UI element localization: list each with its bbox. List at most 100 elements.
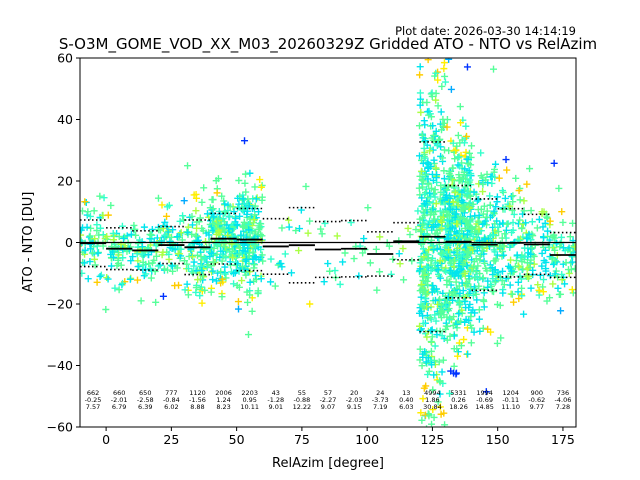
- scatter-point: [83, 223, 91, 231]
- scatter-point: [429, 122, 437, 130]
- scatter-point: [193, 224, 201, 232]
- scatter-point: [457, 342, 465, 350]
- scatter-point: [336, 280, 344, 288]
- scatter-point: [126, 275, 134, 283]
- scatter-point: [161, 218, 169, 226]
- scatter-point: [470, 188, 478, 196]
- scatter-point: [176, 217, 184, 225]
- scatter-point: [100, 194, 108, 202]
- scatter-point: [110, 253, 118, 261]
- scatter-point: [439, 356, 447, 364]
- scatter-point: [463, 63, 471, 71]
- bin-count-label: 57: [324, 389, 332, 397]
- scatter-point: [475, 218, 483, 226]
- y-tick-label: −20: [47, 297, 73, 312]
- scatter-point: [242, 257, 250, 265]
- scatter-point: [194, 276, 202, 284]
- bin-labels: 662-0.257.57660-2.016.79650-2.586.39777-…: [85, 389, 572, 411]
- scatter-point: [568, 286, 576, 294]
- scatter-point: [159, 248, 167, 256]
- scatter-point: [245, 249, 253, 257]
- scatter-point: [196, 214, 204, 222]
- scatter-point: [197, 253, 205, 261]
- scatter-point: [571, 243, 576, 251]
- scatter-point: [460, 171, 468, 179]
- scatter-point: [96, 192, 104, 200]
- scatter-point: [512, 174, 520, 182]
- scatter-point: [483, 207, 491, 215]
- scatter-point: [416, 89, 424, 97]
- scatter-point: [140, 223, 148, 231]
- scatter-point: [350, 255, 358, 263]
- scatter-point: [509, 198, 517, 206]
- scatter-point: [422, 358, 430, 366]
- scatter-point: [111, 284, 119, 292]
- scatter-point: [473, 273, 481, 281]
- scatter-point: [482, 388, 490, 396]
- scatter-point: [515, 186, 523, 194]
- scatter-point: [220, 197, 228, 205]
- scatter-point: [177, 245, 185, 253]
- scatter-point: [228, 240, 236, 248]
- scatter-point: [434, 300, 442, 308]
- scatter-point: [433, 142, 441, 150]
- scatter-point: [222, 274, 230, 282]
- scatter-point: [331, 267, 339, 275]
- x-tick-label: 75: [294, 432, 310, 447]
- bin-count-label: 55: [298, 389, 306, 397]
- scatter-point: [165, 201, 173, 209]
- scatter-point: [533, 224, 541, 232]
- scatter-point: [497, 334, 505, 342]
- scatter-point: [428, 92, 436, 100]
- scatter-point: [131, 225, 139, 233]
- scatter-point: [426, 211, 434, 219]
- scatter-point: [278, 224, 286, 232]
- scatter-point: [433, 331, 441, 339]
- scatter-point: [434, 398, 442, 406]
- scatter-point: [487, 280, 495, 288]
- scatter-point: [553, 258, 561, 266]
- scatter-point: [509, 226, 517, 234]
- bin-sd-label: 9.15: [347, 403, 361, 411]
- scatter-point: [434, 76, 442, 84]
- scatter-point: [461, 270, 469, 278]
- scatter-point: [437, 108, 445, 116]
- scatter-point: [523, 234, 531, 242]
- scatter-point: [292, 227, 300, 235]
- scatter-point: [439, 213, 447, 221]
- scatter-point: [512, 257, 520, 265]
- scatter-point: [271, 282, 279, 290]
- bin-count-label: 2006: [215, 389, 232, 397]
- scatter-point: [80, 269, 86, 277]
- scatter-point: [242, 188, 250, 196]
- x-tick-label: 100: [355, 432, 379, 447]
- scatter-point: [238, 277, 246, 285]
- scatter-point: [416, 152, 424, 160]
- scatter-point: [520, 256, 528, 264]
- scatter-point: [218, 275, 226, 283]
- scatter-point: [432, 200, 440, 208]
- bin-count-label: 900: [531, 389, 543, 397]
- scatter-point: [152, 298, 160, 306]
- scatter-point: [559, 218, 567, 226]
- bin-count-label: 660: [113, 389, 125, 397]
- scatter-point: [400, 276, 408, 284]
- scatter-point: [436, 309, 444, 317]
- scatter-point: [423, 333, 431, 341]
- scatter-point: [463, 132, 471, 140]
- scatter-point: [287, 269, 295, 277]
- scatter-point: [446, 389, 454, 397]
- scatter-point: [565, 269, 573, 277]
- scatter-point: [467, 339, 475, 347]
- scatter-point: [434, 266, 442, 274]
- scatter-point: [416, 101, 424, 109]
- scatter-point: [454, 298, 462, 306]
- scatter-point: [445, 168, 453, 176]
- scatter-point: [466, 176, 474, 184]
- scatter-cluster: [317, 219, 344, 288]
- scatter-point: [508, 206, 516, 214]
- scatter-point: [527, 250, 535, 258]
- scatter-point: [540, 234, 548, 242]
- scatter-point: [140, 272, 148, 280]
- scatter-point: [416, 265, 424, 273]
